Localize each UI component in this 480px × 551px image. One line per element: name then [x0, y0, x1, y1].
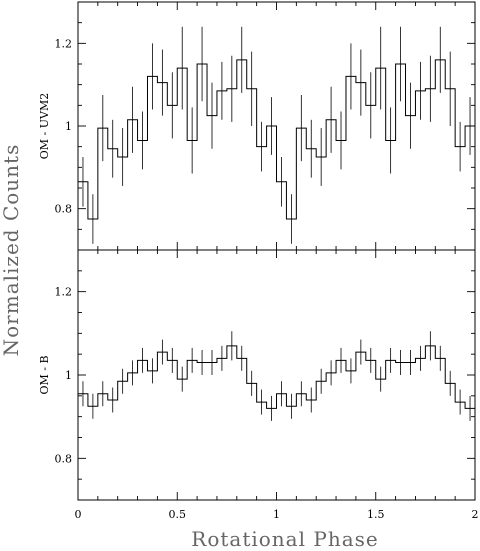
plot-frame	[77, 1, 476, 501]
panel-label: OM - B	[38, 355, 51, 394]
text-layer: 0 0.5 1 1.5 2 Rotational Phase Normalized Coun…	[0, 37, 479, 551]
step-histogram-line	[78, 59, 475, 220]
y-axis-title: Normalized Counts	[0, 144, 23, 357]
x-tick-label: 2	[472, 508, 479, 521]
y-tick-label: 1	[65, 120, 72, 133]
x-tick-label: 1	[273, 508, 280, 521]
panel-b	[78, 331, 475, 421]
y-tick-label: 1	[65, 369, 72, 382]
x-axis-title: Rotational Phase	[191, 527, 378, 551]
panel-label: OM - UVM2	[38, 93, 51, 159]
panel-uvm2	[78, 26, 475, 244]
y-tick-label: 1.2	[55, 37, 73, 50]
data-layer	[78, 26, 475, 421]
x-tick-label: 0.5	[169, 508, 187, 521]
y-tick-label: 0.8	[55, 452, 73, 465]
x-tick-label: 1.5	[367, 508, 385, 521]
y-tick-label: 0.8	[55, 203, 73, 216]
step-histogram-line	[78, 345, 475, 409]
x-tick-label: 0	[75, 508, 82, 521]
y-tick-label: 1.2	[55, 286, 73, 299]
